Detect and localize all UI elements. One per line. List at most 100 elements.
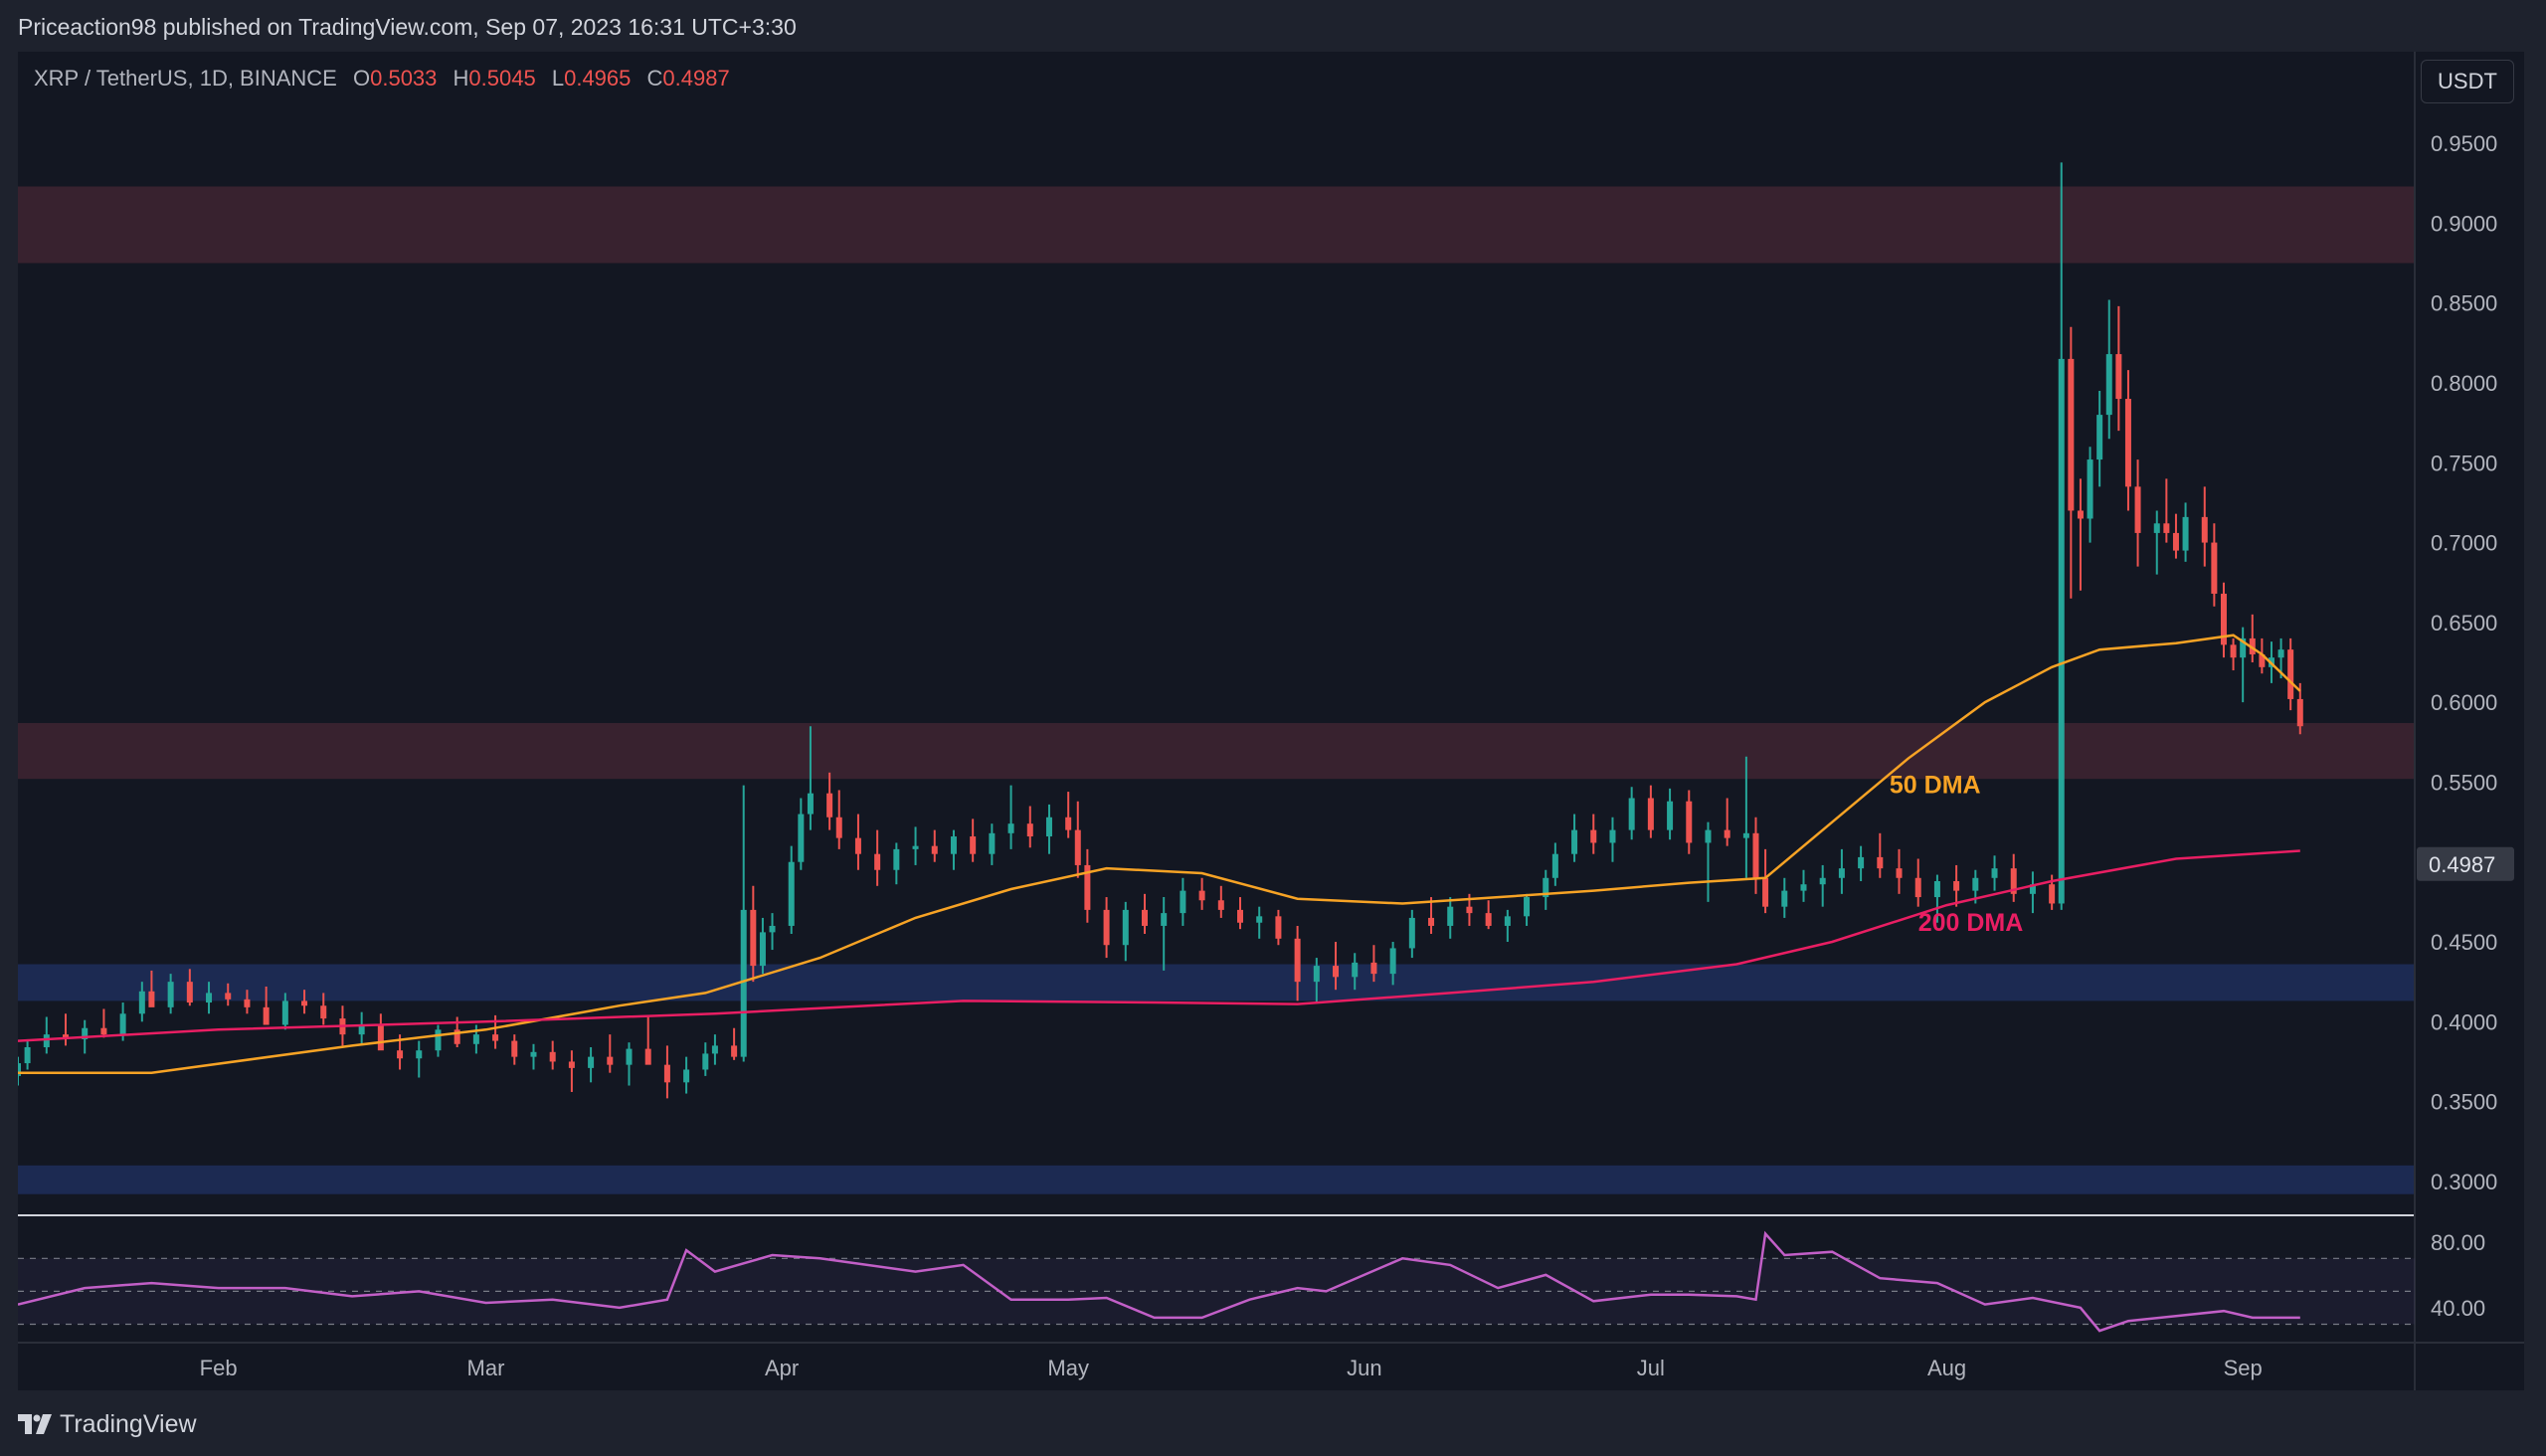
candle-body: [2287, 649, 2294, 699]
price-tick-4: 0.7500: [2431, 451, 2497, 475]
candle-body: [1217, 900, 1224, 910]
candle-body: [377, 1024, 384, 1051]
candle-59: [1045, 804, 1052, 854]
candle-25: [472, 1024, 479, 1054]
candle-body: [1858, 856, 1865, 869]
candle-body: [1800, 884, 1807, 891]
candle-body: [1161, 913, 1168, 926]
candle-body: [492, 1034, 499, 1041]
candle-7: [138, 982, 145, 1022]
candle-17: [320, 993, 327, 1025]
candle-62: [1084, 848, 1091, 923]
candle-79: [1408, 909, 1415, 959]
candle-72: [1275, 909, 1282, 946]
candle-body: [148, 991, 155, 1007]
candle-body: [1877, 856, 1884, 869]
candle-body: [1065, 817, 1072, 830]
candle-body: [358, 1024, 365, 1035]
candle-body: [1686, 801, 1693, 843]
candle-body: [2201, 516, 2208, 543]
candle-body: [1275, 916, 1282, 939]
candle-0: [18, 1056, 21, 1086]
candle-119: [2096, 391, 2103, 487]
chart-frame[interactable]: 50 DMA 200 DMA 0.9500 0.9000 0.8500 0.8000 0.7…: [18, 52, 2524, 1390]
price-chart[interactable]: 50 DMA 200 DMA 0.9500 0.9000 0.8500 0.8000 0.7…: [18, 52, 2524, 1390]
candle-body: [1084, 864, 1091, 910]
candle-102: [1819, 864, 1826, 907]
candle-body: [1313, 966, 1320, 983]
candle-body: [1524, 897, 1531, 917]
candle-body: [1819, 877, 1826, 885]
candle-67: [1180, 877, 1186, 926]
candle-77: [1370, 945, 1377, 983]
candle-35: [663, 1045, 670, 1099]
candle-body: [1447, 906, 1454, 926]
candle-85: [1524, 893, 1531, 926]
candle-49: [854, 814, 861, 870]
candle-body: [1485, 913, 1492, 926]
candle-30: [568, 1050, 575, 1092]
time-tick-apr: Apr: [765, 1356, 799, 1380]
candle-63: [1103, 897, 1110, 959]
candle-body: [826, 793, 833, 818]
candle-body: [2296, 698, 2303, 727]
currency-button[interactable]: USDT: [2421, 60, 2514, 103]
candle-body: [1103, 909, 1110, 946]
candle-body: [1647, 798, 1654, 830]
candle-48: [835, 790, 842, 849]
candle-body: [186, 982, 193, 1003]
candle-137: [2287, 637, 2294, 711]
candle-body: [683, 1069, 690, 1083]
symbol-name[interactable]: XRP / TetherUS, 1D, BINANCE: [34, 66, 337, 91]
candle-100: [1781, 877, 1788, 918]
candle-90: [1609, 817, 1616, 862]
candle-40: [740, 785, 747, 1062]
candle-body: [397, 1050, 404, 1059]
candle-body: [1370, 962, 1377, 975]
candle-body: [588, 1056, 595, 1068]
candle-body: [1237, 909, 1244, 923]
candle-body: [788, 861, 795, 926]
candle-84: [1504, 909, 1511, 943]
candle-body: [2105, 354, 2112, 416]
candle-body: [607, 1056, 614, 1065]
candle-body: [1122, 909, 1129, 946]
candle-10: [186, 969, 193, 1006]
open-label: O: [352, 66, 371, 91]
candle-74: [1313, 958, 1320, 1003]
time-tick-jun: Jun: [1347, 1356, 1381, 1380]
candle-124: [2153, 510, 2160, 575]
candle-123: [2134, 459, 2141, 567]
candle-56: [989, 823, 996, 865]
candle-1: [24, 1038, 31, 1070]
candle-body: [1074, 829, 1081, 865]
candle-86: [1543, 869, 1549, 910]
candle-112: [2010, 853, 2017, 902]
candle-91: [1628, 787, 1635, 840]
candle-106: [1896, 848, 1903, 894]
candle-126: [2172, 513, 2179, 559]
candle-body: [244, 999, 251, 1007]
candle-body: [2211, 542, 2218, 594]
candle-97: [1742, 756, 1749, 878]
candle-69: [1217, 885, 1224, 918]
candle-body: [912, 845, 919, 849]
low-value: 0.4965: [564, 66, 632, 91]
candle-body: [2153, 523, 2160, 533]
candle-70: [1237, 897, 1244, 930]
candle-body: [1571, 829, 1578, 854]
candle-body: [626, 1048, 633, 1065]
candle-73: [1294, 925, 1301, 1001]
candle-109: [1953, 864, 1960, 907]
candle-body: [854, 837, 861, 854]
price-tick-3: 0.8000: [2431, 371, 2497, 396]
candle-28: [530, 1043, 537, 1070]
candle-50: [874, 829, 881, 886]
candle-46: [807, 726, 814, 830]
candle-body: [759, 932, 766, 967]
candle-body: [225, 993, 232, 1000]
tradingview-logo[interactable]: TradingView: [18, 1408, 197, 1440]
candle-body: [1762, 877, 1769, 907]
close-value: 0.4987: [662, 66, 730, 91]
candle-body: [970, 836, 977, 854]
